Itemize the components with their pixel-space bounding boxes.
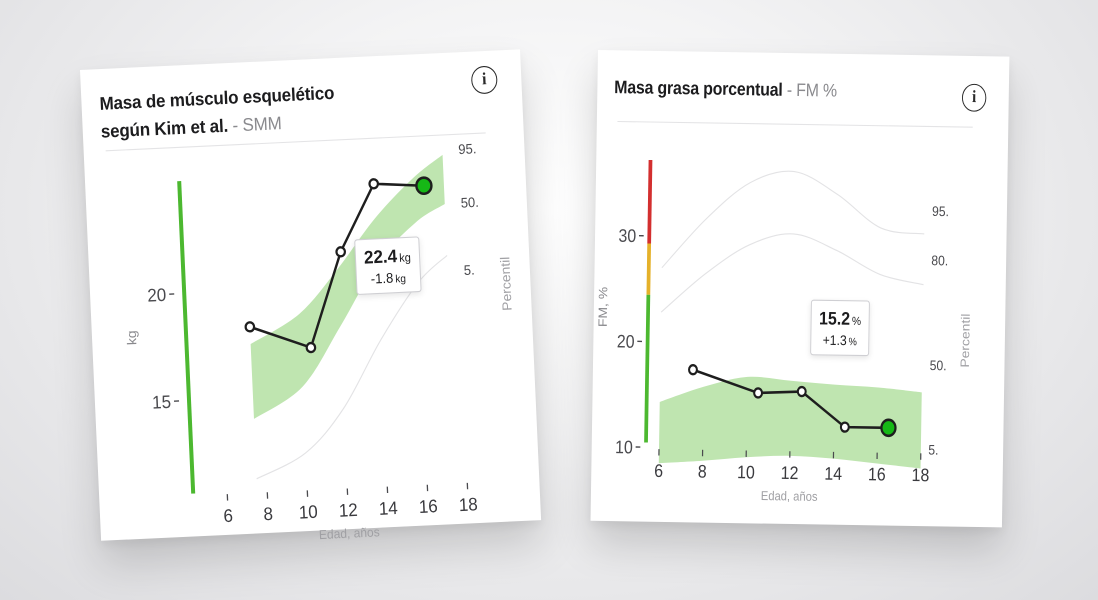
data-point	[305, 341, 317, 354]
callout-delta: +1.3	[822, 331, 847, 349]
y-tick-label: 20	[147, 284, 167, 306]
range-indicator-segment	[647, 159, 653, 244]
data-point	[688, 364, 698, 376]
callout-value: 22.4	[363, 245, 398, 268]
x-tick-label: 8	[263, 503, 274, 524]
callout-unit: kg	[398, 251, 412, 266]
x-tick-label: 14	[824, 464, 842, 485]
data-point	[335, 246, 346, 258]
callout-unit: %	[851, 315, 862, 329]
data-point	[796, 385, 807, 398]
x-tick-label: 12	[781, 463, 799, 484]
x-tick-label: 18	[458, 494, 478, 516]
data-point-current	[415, 176, 433, 196]
percentile-axis-label: Percentil	[958, 313, 973, 367]
p80-line-percentile-line	[660, 233, 924, 313]
value-callout: 22.4kg -1.8kg	[354, 236, 422, 296]
percentile-label: 5.	[928, 442, 938, 458]
y-tick-label: 10	[615, 437, 633, 458]
y-axis-label: FM, %	[596, 286, 611, 327]
normal-range-band	[658, 376, 922, 469]
fm-chart: 10 20 30 FM, % 6 8 10 12 14 16 18 Edad, años 95. 80. 5…	[596, 159, 973, 504]
data-point	[753, 387, 764, 399]
y-tick-label: 20	[617, 331, 635, 352]
data-point	[368, 178, 380, 190]
data-point-current	[880, 418, 897, 438]
normal-range-band	[250, 154, 445, 419]
x-tick-label: 10	[737, 462, 755, 483]
x-axis-label: Edad, años	[761, 488, 818, 504]
x-tick-label: 14	[378, 497, 398, 519]
percentile-label: 80.	[931, 252, 948, 268]
x-tick-label: 18	[911, 465, 929, 486]
x-tick-label: 16	[868, 464, 886, 485]
range-indicator-segment	[646, 243, 652, 295]
value-callout: 15.2% +1.3%	[810, 299, 870, 357]
p95-line-percentile-line	[661, 170, 925, 269]
percentile-label: 5.	[463, 262, 475, 278]
percentile-label: 95.	[458, 141, 477, 157]
percentile-label: 50.	[460, 194, 479, 210]
percentile-label: 50.	[930, 357, 947, 373]
callout-value: 15.2	[818, 308, 851, 330]
x-tick-label: 6	[654, 461, 663, 481]
x-tick-label: 6	[223, 505, 234, 526]
fm-card: Masa grasa porcentual - FM % i 10 20 30 FM,…	[590, 50, 1010, 528]
x-tick-label: 12	[338, 499, 358, 521]
y-tick-label: 15	[152, 391, 172, 413]
percentile-axis-label: Percentil	[498, 256, 515, 311]
x-tick-label: 10	[298, 501, 318, 523]
smm-card: Masa de músculo esquelético según Kim et…	[80, 49, 542, 542]
percentile-label: 95.	[932, 203, 949, 219]
y-tick-label: 30	[618, 226, 636, 247]
range-indicator-segment	[644, 294, 651, 443]
callout-delta-unit: %	[848, 336, 857, 349]
range-indicator-segment	[177, 181, 196, 494]
y-axis-label: kg	[124, 330, 139, 345]
x-axis-label: Edad, años	[319, 525, 380, 542]
data-point	[839, 421, 850, 433]
x-tick-label: 8	[698, 462, 707, 482]
data-point	[244, 321, 256, 333]
callout-delta: -1.8	[370, 269, 394, 287]
callout-delta-unit: kg	[395, 273, 407, 286]
smm-chart: 15 20 kg 6 8 10 12 14 16 18 Edad, años 95. 50. 5. Perc…	[124, 141, 515, 542]
x-tick-label: 16	[418, 496, 438, 518]
